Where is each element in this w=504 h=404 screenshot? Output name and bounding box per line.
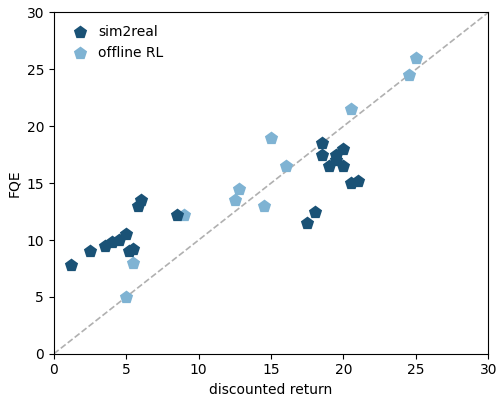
- sim2real: [332, 157, 340, 164]
- sim2real: [130, 246, 138, 252]
- sim2real: [318, 140, 326, 147]
- sim2real: [115, 237, 123, 243]
- sim2real: [86, 248, 94, 255]
- Legend: sim2real, offline RL: sim2real, offline RL: [61, 19, 169, 65]
- offline RL: [405, 72, 413, 78]
- offline RL: [235, 185, 243, 192]
- sim2real: [134, 203, 142, 209]
- sim2real: [340, 163, 348, 169]
- sim2real: [310, 208, 319, 215]
- sim2real: [125, 248, 133, 255]
- offline RL: [130, 259, 138, 266]
- sim2real: [122, 231, 131, 238]
- sim2real: [108, 239, 116, 246]
- Y-axis label: FQE: FQE: [7, 169, 21, 197]
- offline RL: [282, 163, 290, 169]
- sim2real: [173, 212, 181, 218]
- sim2real: [332, 152, 340, 158]
- offline RL: [347, 106, 355, 112]
- sim2real: [347, 180, 355, 186]
- sim2real: [100, 242, 108, 249]
- X-axis label: discounted return: discounted return: [210, 383, 333, 397]
- offline RL: [122, 294, 131, 300]
- sim2real: [318, 152, 326, 158]
- sim2real: [325, 163, 333, 169]
- offline RL: [267, 135, 275, 141]
- sim2real: [67, 262, 75, 268]
- sim2real: [340, 146, 348, 152]
- offline RL: [260, 203, 268, 209]
- offline RL: [180, 212, 188, 218]
- sim2real: [303, 220, 311, 226]
- sim2real: [354, 178, 362, 184]
- offline RL: [231, 197, 239, 203]
- offline RL: [412, 55, 420, 61]
- sim2real: [137, 197, 145, 203]
